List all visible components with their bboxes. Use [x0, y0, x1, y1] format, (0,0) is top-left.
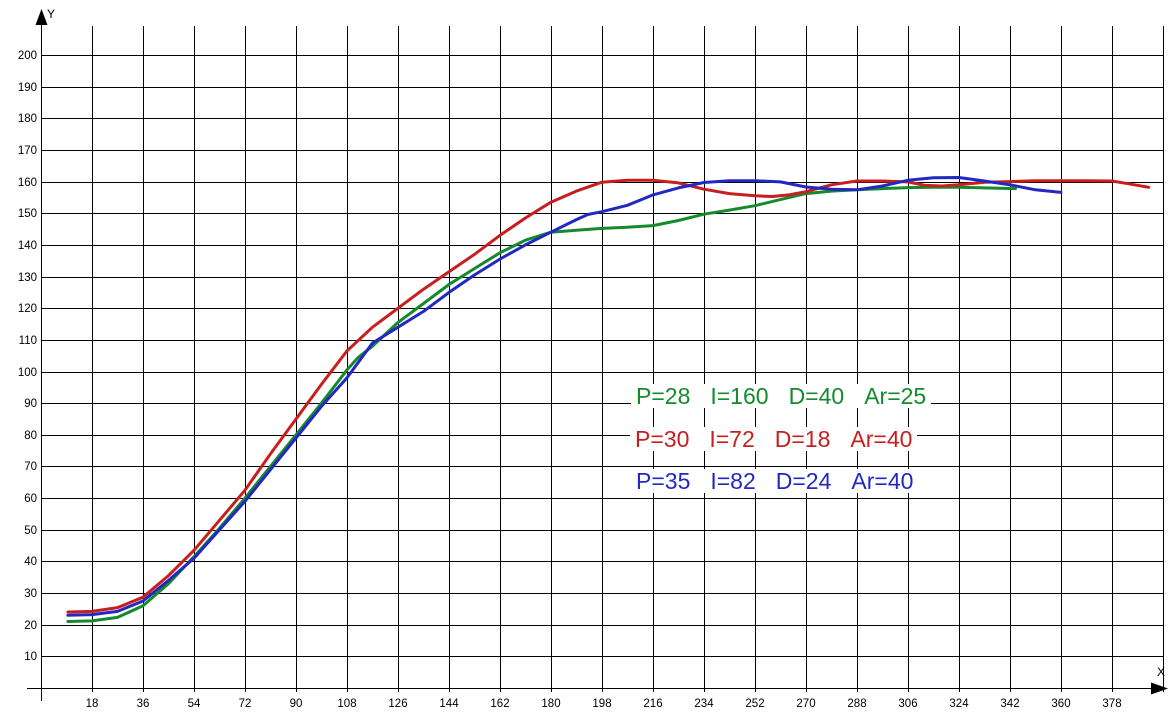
y-axis-arrow-icon [35, 9, 48, 25]
x-tick-label: 378 [1102, 698, 1121, 710]
x-tick-label: 108 [337, 698, 356, 710]
y-tick-label: 40 [24, 556, 37, 568]
y-tick-label: 90 [24, 398, 37, 410]
x-tick-labels: 18 36 54 72 90 108 126 144 162 180 198 216 234 252 270… [86, 698, 1122, 710]
legend-token: P=35 [636, 468, 691, 494]
x-tick-label: 144 [439, 698, 459, 710]
x-tick-label: 162 [490, 698, 509, 710]
y-tick-label: 160 [18, 177, 37, 189]
gridlines [41, 26, 1164, 692]
legend-token: Ar=40 [851, 468, 914, 494]
x-tick-label: 36 [137, 698, 150, 710]
x-tick-label: 90 [290, 698, 303, 710]
y-tick-label: 130 [18, 272, 37, 284]
y-tick-label: 70 [24, 461, 37, 473]
x-tick-label: 72 [239, 698, 252, 710]
y-tick-label: 140 [18, 240, 37, 252]
y-tick-label: 200 [18, 50, 37, 62]
y-tick-label: 120 [18, 303, 37, 315]
legend-token: D=24 [775, 468, 832, 494]
y-tick-label: 180 [18, 113, 37, 125]
legend-token: D=40 [788, 383, 845, 409]
x-axis-label: X [1157, 665, 1166, 679]
y-tick-label: 80 [24, 430, 37, 442]
y-tick-label: 50 [24, 525, 37, 537]
y-tick-label: 100 [18, 367, 37, 379]
x-axis-arrow-icon [1151, 682, 1168, 695]
legend-token: I=72 [709, 426, 755, 452]
legend-row-red: P=30 I=72 D=18 Ar=40 [630, 426, 918, 452]
x-tick-label: 270 [796, 698, 815, 710]
legend-token: I=160 [710, 383, 769, 409]
y-tick-label: 190 [18, 82, 37, 94]
y-axis-label: Y [47, 7, 56, 21]
x-tick-label: 306 [898, 698, 917, 710]
legend-token: P=30 [635, 426, 690, 452]
x-tick-label: 360 [1051, 698, 1070, 710]
legend-token: Ar=40 [850, 426, 913, 452]
y-tick-label: 30 [24, 588, 37, 600]
y-tick-label: 150 [18, 208, 37, 220]
x-tick-label: 180 [541, 698, 560, 710]
y-tick-label: 110 [19, 335, 37, 347]
x-tick-label: 342 [1000, 698, 1019, 710]
legend-row-green: P=28 I=160 D=40 Ar=25 [631, 383, 932, 409]
series-red-line [66, 178, 1151, 614]
x-tick-label: 198 [592, 698, 611, 710]
y-tick-label: 20 [24, 620, 37, 632]
x-tick-label: 126 [388, 698, 407, 710]
legend-row-blue: P=35 I=82 D=24 Ar=40 [631, 468, 919, 494]
axes [27, 14, 1166, 701]
x-tick-label: 324 [949, 698, 969, 710]
x-tick-label: 288 [847, 698, 866, 710]
legend-token: Ar=25 [864, 383, 927, 409]
legend-token: D=18 [774, 426, 831, 452]
x-tick-label: 216 [643, 698, 662, 710]
y-tick-label: 10 [24, 651, 37, 663]
x-tick-label: 54 [188, 698, 201, 710]
x-tick-label: 18 [86, 698, 99, 710]
x-tick-label: 252 [745, 698, 764, 710]
x-tick-label: 234 [694, 698, 714, 710]
legend-token: P=28 [636, 383, 691, 409]
legend-token: I=82 [710, 468, 756, 494]
y-tick-label: 170 [18, 145, 37, 157]
y-tick-label: 60 [24, 493, 37, 505]
series-blue-line [66, 176, 1063, 617]
y-tick-labels: 10 20 30 40 50 60 70 80 90 100 110 120 130 140 150 160 1… [18, 50, 37, 663]
